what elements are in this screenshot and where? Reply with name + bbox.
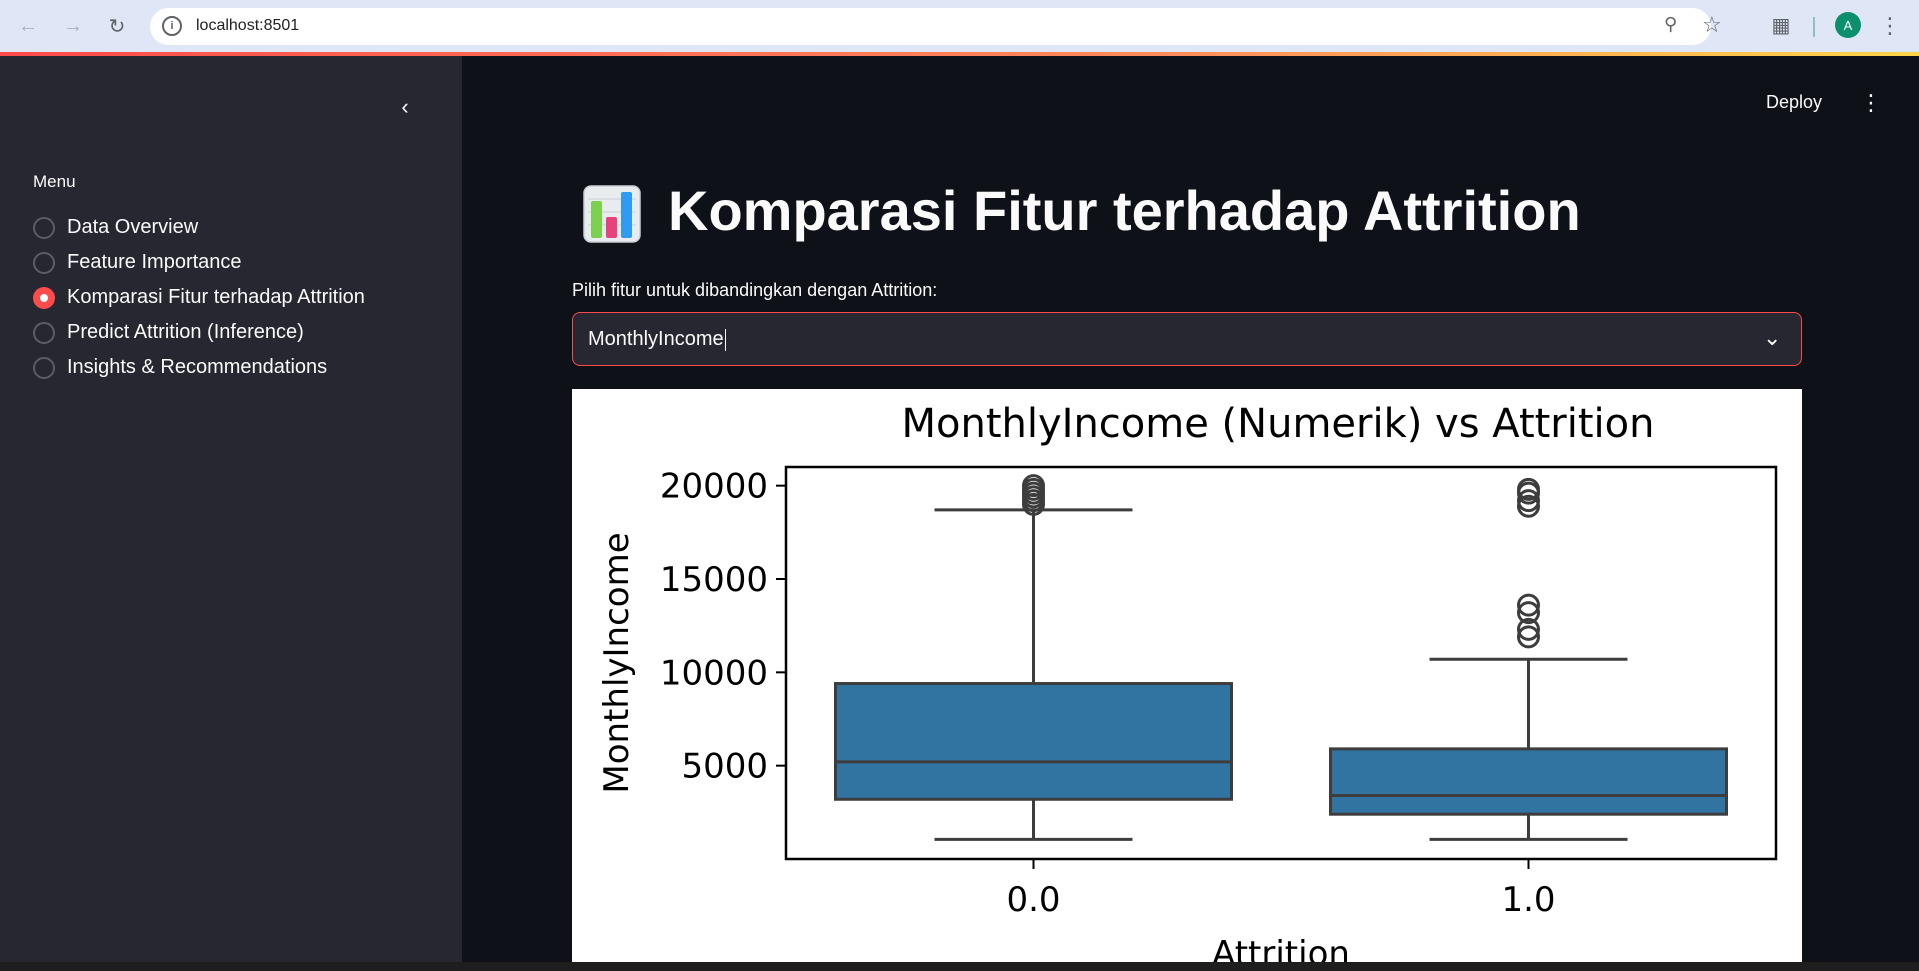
back-arrow-icon[interactable]: ← [18,14,38,37]
radio-button-icon[interactable] [33,321,55,344]
x-tick-label: 0.0 [1006,880,1060,920]
streamlit-header-accent-bar [0,52,1919,56]
radio-feature-importance[interactable]: Feature Importance [33,245,365,280]
radio-button-icon[interactable] [33,251,55,274]
chrome-menu-icon[interactable]: ⋮ [1879,13,1901,38]
radio-label[interactable]: Komparasi Fitur terhadap Attrition [67,286,365,308]
radio-button-selected-icon[interactable] [33,286,55,309]
address-bar[interactable]: i localhost:8501 ⚲ ☆ [150,8,1722,45]
radio-label[interactable]: Insights & Recommendations [67,356,328,378]
y-axis-label: MonthlyIncome [597,532,637,793]
collapse-sidebar-chevron-icon[interactable]: ‹ [401,94,409,119]
toolbar-divider [1813,17,1815,37]
outlier-point [1517,617,1540,641]
app-menu-icon[interactable]: ⋮ [1860,90,1882,115]
deploy-button[interactable]: Deploy [1766,92,1823,112]
radio-data-overview[interactable]: Data Overview [33,210,365,245]
radio-button-icon[interactable] [33,356,55,379]
radio-predict-attrition[interactable]: Predict Attrition (Inference) [33,315,365,350]
browser-toolbar: ← → ↻ i localhost:8501 ⚲ ☆ ▦ A ⋮ [0,0,1919,52]
radio-label[interactable]: Predict Attrition (Inference) [67,321,304,343]
outlier-point [1517,593,1540,617]
boxplot-chart: MonthlyIncome (Numerik) vs Attrition 500… [572,389,1802,971]
menu-label: Menu [33,172,76,191]
chart-title: MonthlyIncome (Numerik) vs Attrition [902,401,1655,447]
plot-frame [784,465,1778,861]
menu-radio-group: Data Overview Feature Importance Kompara… [33,210,365,385]
page-title: Komparasi Fitur terhadap Attrition [668,179,1581,242]
outlier-point [1517,489,1540,513]
zoom-icon[interactable]: ⚲ [1664,14,1678,34]
y-tick-label: 10000 [660,653,768,693]
y-tick-label: 20000 [660,467,768,507]
feature-select-label: Pilih fitur untuk dibandingkan dengan At… [572,280,938,300]
taskbar-strip [0,962,1919,971]
profile-avatar[interactable]: A [1835,12,1861,38]
bar-chart-emoji-icon [583,185,641,243]
url-text[interactable]: localhost:8501 [196,17,300,34]
bookmark-star-icon[interactable]: ☆ [1702,12,1722,37]
sidebar: ‹ Menu Data Overview Feature Importance … [0,56,462,971]
x-tick-label: 1.0 [1501,880,1555,920]
iqr-box [1329,747,1728,816]
main-content: Deploy ⋮ Komparasi Fitur terhadap Attrit… [462,56,1919,971]
extensions-puzzle-icon[interactable]: ▦ [1771,14,1791,37]
y-tick-label: 15000 [660,560,768,600]
reload-icon[interactable]: ↻ [108,15,126,38]
outlier-point [1022,474,1045,498]
radio-button-icon[interactable] [33,216,55,239]
feature-select[interactable]: MonthlyIncome ⌄ [572,312,1802,366]
radio-insights-recommendations[interactable]: Insights & Recommendations [33,350,365,385]
forward-arrow-icon[interactable]: → [63,14,83,37]
outlier-point [1517,477,1540,501]
chevron-down-icon[interactable]: ⌄ [1763,325,1782,350]
site-info-icon[interactable]: i [162,16,182,36]
boxplot-svg: MonthlyIncome (Numerik) vs Attrition 500… [597,401,1778,971]
outlier-point [1517,625,1540,649]
radio-label[interactable]: Data Overview [67,216,199,238]
radio-komparasi-fitur[interactable]: Komparasi Fitur terhadap Attrition [33,280,365,315]
feature-select-value[interactable]: MonthlyIncome [588,328,726,351]
iqr-box [834,682,1233,801]
outlier-point [1517,601,1540,625]
radio-label[interactable]: Feature Importance [67,251,242,273]
y-tick-label: 5000 [681,747,768,787]
